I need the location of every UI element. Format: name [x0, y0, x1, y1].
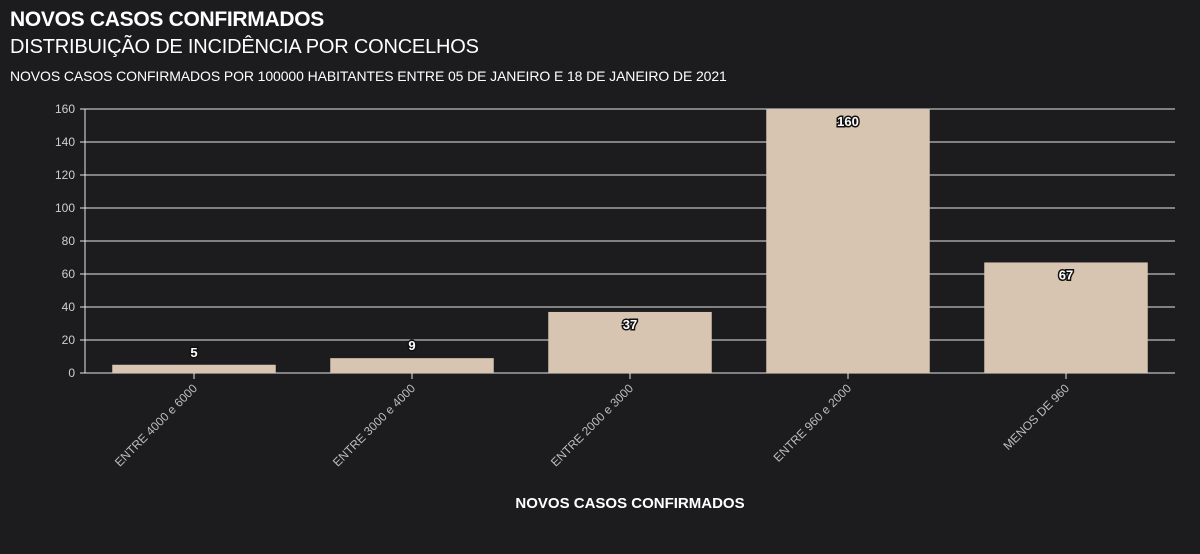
y-tick-label: 40 [62, 300, 76, 314]
y-tick-label: 160 [55, 102, 75, 116]
y-tick-label: 120 [55, 168, 75, 182]
x-category-label: ENTRE 4000 e 6000 [112, 381, 200, 469]
data-label: 160 [837, 114, 859, 129]
y-tick-label: 0 [68, 366, 75, 380]
y-tick-label: 140 [55, 135, 75, 149]
bar [112, 364, 276, 373]
chart-title: NOVOS CASOS CONFIRMADOS [10, 8, 324, 31]
y-tick-label: 100 [55, 201, 75, 215]
bar [766, 109, 930, 373]
data-labels: 5 9 37 160 67 [189, 113, 1075, 362]
x-category-label: ENTRE 3000 e 4000 [330, 381, 418, 469]
x-category-label: ENTRE 960 e 2000 [771, 381, 855, 465]
y-tick-label: 60 [62, 267, 76, 281]
x-category-label: MENOS DE 960 [1000, 381, 1072, 453]
data-label: 67 [1059, 267, 1073, 282]
data-label: 5 [190, 345, 197, 360]
bar [984, 262, 1148, 373]
bars [112, 109, 1148, 373]
x-axis-title: NOVOS CASOS CONFIRMADOS [515, 495, 744, 512]
bar [548, 311, 712, 373]
x-category-label: ENTRE 2000 e 3000 [548, 381, 636, 469]
data-label: 9 [408, 338, 415, 353]
chart-subtitle: DISTRIBUIÇÃO DE INCIDÊNCIA POR CONCELHOS [10, 36, 479, 58]
y-tick-label: 80 [62, 234, 76, 248]
data-label: 37 [623, 317, 637, 332]
bar [330, 358, 494, 373]
y-tick-label: 20 [62, 333, 76, 347]
chart-description: NOVOS CASOS CONFIRMADOS POR 100000 HABIT… [10, 68, 727, 84]
